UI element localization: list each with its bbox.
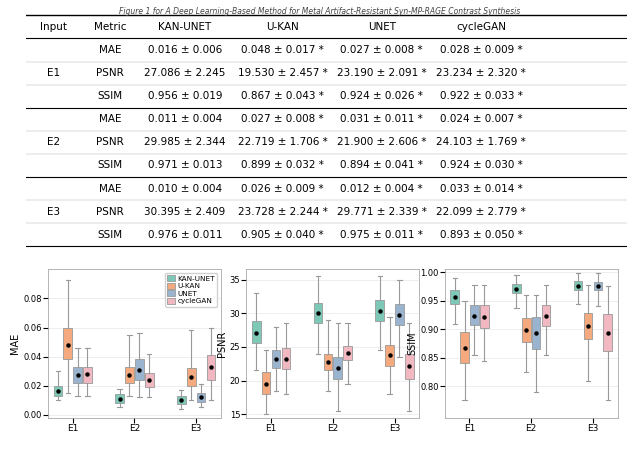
PathPatch shape bbox=[333, 357, 342, 379]
Text: 0.012 ± 0.004 *: 0.012 ± 0.004 * bbox=[340, 184, 423, 194]
Text: Metric: Metric bbox=[93, 22, 126, 32]
Text: 0.031 ± 0.011 *: 0.031 ± 0.011 * bbox=[340, 114, 423, 124]
Y-axis label: MAE: MAE bbox=[10, 333, 20, 354]
Text: 0.033 ± 0.014 *: 0.033 ± 0.014 * bbox=[440, 184, 522, 194]
PathPatch shape bbox=[196, 393, 205, 401]
PathPatch shape bbox=[395, 304, 404, 325]
Text: 0.924 ± 0.026 *: 0.924 ± 0.026 * bbox=[340, 91, 423, 101]
Text: 0.905 ± 0.040 *: 0.905 ± 0.040 * bbox=[241, 230, 324, 240]
Text: MAE: MAE bbox=[99, 114, 121, 124]
PathPatch shape bbox=[177, 396, 186, 405]
Text: 29.985 ± 2.344: 29.985 ± 2.344 bbox=[144, 137, 226, 147]
Text: 0.024 ± 0.007 *: 0.024 ± 0.007 * bbox=[440, 114, 522, 124]
Text: 24.103 ± 1.769 *: 24.103 ± 1.769 * bbox=[436, 137, 526, 147]
Text: 0.894 ± 0.041 *: 0.894 ± 0.041 * bbox=[340, 160, 423, 171]
Text: 0.976 ± 0.011: 0.976 ± 0.011 bbox=[148, 230, 222, 240]
Text: 21.900 ± 2.606 *: 21.900 ± 2.606 * bbox=[337, 137, 426, 147]
Y-axis label: PSNR: PSNR bbox=[217, 330, 227, 357]
PathPatch shape bbox=[271, 349, 280, 368]
PathPatch shape bbox=[54, 386, 62, 396]
PathPatch shape bbox=[63, 327, 72, 360]
PathPatch shape bbox=[604, 314, 612, 351]
Text: PSNR: PSNR bbox=[96, 207, 124, 216]
PathPatch shape bbox=[405, 354, 413, 379]
Text: 0.867 ± 0.043 *: 0.867 ± 0.043 * bbox=[241, 91, 324, 101]
Text: KAN-UNET: KAN-UNET bbox=[158, 22, 212, 32]
Text: Figure 1 for A Deep Learning-Based Method for Metal Artifact-Resistant Syn-MP-RA: Figure 1 for A Deep Learning-Based Metho… bbox=[120, 7, 520, 16]
Text: cycleGAN: cycleGAN bbox=[456, 22, 506, 32]
PathPatch shape bbox=[314, 303, 323, 323]
Text: 30.395 ± 2.409: 30.395 ± 2.409 bbox=[145, 207, 226, 216]
Text: SSIM: SSIM bbox=[97, 91, 122, 101]
Text: SSIM: SSIM bbox=[97, 160, 122, 171]
Text: 22.099 ± 2.779 *: 22.099 ± 2.779 * bbox=[436, 207, 526, 216]
PathPatch shape bbox=[83, 367, 92, 383]
PathPatch shape bbox=[187, 368, 196, 386]
Text: PSNR: PSNR bbox=[96, 137, 124, 147]
PathPatch shape bbox=[532, 317, 541, 348]
Text: E2: E2 bbox=[47, 137, 60, 147]
Text: 0.016 ± 0.006: 0.016 ± 0.006 bbox=[148, 45, 222, 55]
Text: E1: E1 bbox=[47, 68, 60, 78]
Legend: KAN-UNET, U-KAN, UNET, cycleGAN: KAN-UNET, U-KAN, UNET, cycleGAN bbox=[165, 273, 217, 307]
Text: PSNR: PSNR bbox=[96, 68, 124, 78]
Text: 0.011 ± 0.004: 0.011 ± 0.004 bbox=[148, 114, 222, 124]
PathPatch shape bbox=[451, 291, 459, 304]
Text: 29.771 ± 2.339 *: 29.771 ± 2.339 * bbox=[337, 207, 427, 216]
Text: 0.924 ± 0.030 *: 0.924 ± 0.030 * bbox=[440, 160, 522, 171]
PathPatch shape bbox=[73, 367, 82, 383]
PathPatch shape bbox=[512, 284, 521, 293]
Text: 0.893 ± 0.050 *: 0.893 ± 0.050 * bbox=[440, 230, 522, 240]
PathPatch shape bbox=[252, 321, 260, 343]
PathPatch shape bbox=[584, 313, 593, 339]
Text: UNET: UNET bbox=[368, 22, 396, 32]
PathPatch shape bbox=[115, 394, 124, 403]
Text: 0.899 ± 0.032 *: 0.899 ± 0.032 * bbox=[241, 160, 324, 171]
Text: MAE: MAE bbox=[99, 45, 121, 55]
Text: 23.190 ± 2.091 *: 23.190 ± 2.091 * bbox=[337, 68, 426, 78]
Text: SSIM: SSIM bbox=[97, 230, 122, 240]
PathPatch shape bbox=[385, 345, 394, 365]
PathPatch shape bbox=[262, 373, 271, 394]
Text: 27.086 ± 2.245: 27.086 ± 2.245 bbox=[145, 68, 226, 78]
Text: U-KAN: U-KAN bbox=[266, 22, 299, 32]
PathPatch shape bbox=[125, 367, 134, 383]
Text: 0.956 ± 0.019: 0.956 ± 0.019 bbox=[148, 91, 222, 101]
PathPatch shape bbox=[282, 348, 291, 369]
PathPatch shape bbox=[470, 305, 479, 325]
Text: 0.048 ± 0.017 *: 0.048 ± 0.017 * bbox=[241, 45, 324, 55]
Text: 19.530 ± 2.457 *: 19.530 ± 2.457 * bbox=[237, 68, 327, 78]
Text: MAE: MAE bbox=[99, 184, 121, 194]
PathPatch shape bbox=[207, 355, 215, 380]
Text: 0.027 ± 0.008 *: 0.027 ± 0.008 * bbox=[340, 45, 423, 55]
PathPatch shape bbox=[573, 282, 582, 290]
Text: 0.027 ± 0.008 *: 0.027 ± 0.008 * bbox=[241, 114, 324, 124]
PathPatch shape bbox=[480, 305, 489, 328]
Text: 23.234 ± 2.320 *: 23.234 ± 2.320 * bbox=[436, 68, 526, 78]
Text: 0.010 ± 0.004: 0.010 ± 0.004 bbox=[148, 184, 222, 194]
Text: 0.971 ± 0.013: 0.971 ± 0.013 bbox=[148, 160, 222, 171]
Text: E3: E3 bbox=[47, 207, 60, 216]
PathPatch shape bbox=[343, 346, 352, 360]
Text: 0.975 ± 0.011 *: 0.975 ± 0.011 * bbox=[340, 230, 423, 240]
Text: 0.028 ± 0.009 *: 0.028 ± 0.009 * bbox=[440, 45, 522, 55]
PathPatch shape bbox=[375, 300, 384, 321]
Text: 23.728 ± 2.244 *: 23.728 ± 2.244 * bbox=[237, 207, 328, 216]
Text: 0.922 ± 0.033 *: 0.922 ± 0.033 * bbox=[440, 91, 522, 101]
PathPatch shape bbox=[522, 318, 531, 342]
PathPatch shape bbox=[135, 360, 144, 380]
Text: 0.026 ± 0.009 *: 0.026 ± 0.009 * bbox=[241, 184, 324, 194]
PathPatch shape bbox=[541, 305, 550, 326]
PathPatch shape bbox=[323, 354, 332, 370]
Text: Input: Input bbox=[40, 22, 67, 32]
PathPatch shape bbox=[460, 332, 469, 363]
Y-axis label: SSIM: SSIM bbox=[407, 332, 417, 355]
PathPatch shape bbox=[145, 373, 154, 387]
PathPatch shape bbox=[593, 282, 602, 291]
Text: 22.719 ± 1.706 *: 22.719 ± 1.706 * bbox=[237, 137, 327, 147]
